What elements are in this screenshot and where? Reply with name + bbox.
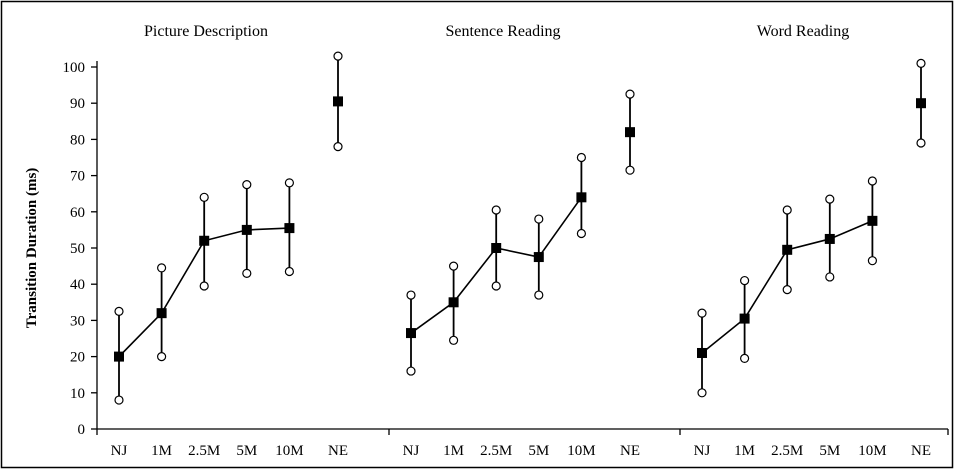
y-tick-label: 80 <box>70 132 85 148</box>
error-cap-lower <box>867 256 878 266</box>
y-tick-label: 30 <box>70 313 85 329</box>
panel-title: Picture Description <box>144 23 268 40</box>
error-cap-lower <box>284 266 294 277</box>
error-cap-upper <box>406 290 416 300</box>
error-cap-lower <box>534 290 544 300</box>
x-tick-label: 1M <box>443 443 464 459</box>
x-tick-label: 10M <box>858 443 886 459</box>
x-tick-label: 2.5M <box>188 443 220 459</box>
error-cap-lower <box>782 285 792 295</box>
error-cap-upper <box>825 194 835 204</box>
panel-title: Word Reading <box>757 23 849 40</box>
error-cap-lower <box>242 268 252 278</box>
mean-marker <box>241 224 252 235</box>
x-tick-label: NE <box>911 443 931 459</box>
x-tick-label: NJ <box>111 443 128 459</box>
error-cap-lower <box>697 388 707 398</box>
error-cap-upper <box>114 306 124 316</box>
error-cap-upper <box>242 180 252 190</box>
x-tick-label: 5M <box>236 443 257 459</box>
x-tick-label: 10M <box>567 443 595 459</box>
error-cap-lower <box>333 142 343 152</box>
mean-marker <box>867 215 878 226</box>
y-tick-label: 40 <box>70 277 85 293</box>
mean-marker <box>199 235 210 246</box>
y-axis-label: Transition Duration (ms) <box>24 168 40 329</box>
error-cap-lower <box>406 366 416 376</box>
error-cap-lower <box>114 395 124 405</box>
y-tick-label: 100 <box>63 60 86 76</box>
y-tick-label: 60 <box>70 205 85 221</box>
mean-marker <box>448 297 459 308</box>
error-cap-upper <box>782 205 792 215</box>
mean-marker <box>824 233 835 244</box>
x-tick-label: 10M <box>275 443 303 459</box>
error-cap-lower <box>199 281 209 291</box>
error-cap-upper <box>916 58 926 68</box>
error-cap-upper <box>491 205 501 215</box>
error-cap-lower <box>449 335 459 345</box>
mean-marker <box>491 243 502 253</box>
mean-marker <box>782 244 793 255</box>
error-cap-upper <box>697 308 707 318</box>
mean-marker <box>114 351 124 362</box>
error-cap-upper <box>333 51 343 61</box>
panel-title: Sentence Reading <box>445 23 560 40</box>
x-tick-label: 1M <box>734 443 755 459</box>
error-cap-upper <box>534 214 544 224</box>
error-cap-upper <box>739 275 750 286</box>
mean-marker <box>406 328 416 339</box>
error-cap-lower <box>625 165 635 175</box>
x-tick-label: NE <box>328 443 348 459</box>
x-tick-label: 1M <box>151 443 172 459</box>
y-tick-label: 20 <box>70 350 85 366</box>
error-cap-lower <box>825 272 835 282</box>
error-cap-lower <box>576 228 587 239</box>
mean-marker <box>625 127 635 138</box>
mean-marker <box>697 347 707 358</box>
error-cap-lower <box>157 352 167 362</box>
mean-marker <box>916 98 926 109</box>
y-tick-label: 0 <box>78 422 86 438</box>
x-tick-label: NJ <box>694 443 711 459</box>
error-cap-upper <box>284 178 294 188</box>
error-cap-lower <box>491 281 501 291</box>
x-tick-label: NJ <box>403 443 420 459</box>
error-cap-lower <box>739 353 750 364</box>
error-cap-upper <box>625 89 635 99</box>
x-tick-label: 2.5M <box>771 443 803 459</box>
error-cap-lower <box>916 138 926 148</box>
x-tick-label: NE <box>620 443 640 459</box>
error-cap-upper <box>157 263 167 273</box>
mean-marker <box>739 313 750 324</box>
error-cap-upper <box>199 192 209 202</box>
mean-marker <box>576 192 587 203</box>
y-tick-label: 50 <box>70 241 85 257</box>
y-tick-label: 90 <box>70 96 85 112</box>
mean-marker <box>156 308 167 319</box>
x-tick-label: 5M <box>528 443 549 459</box>
error-cap-upper <box>867 176 878 186</box>
mean-marker <box>284 223 295 234</box>
y-tick-label: 10 <box>70 386 85 402</box>
x-tick-label: 5M <box>819 443 840 459</box>
error-cap-upper <box>576 152 587 163</box>
mean-marker <box>533 252 544 263</box>
error-cap-upper <box>449 261 459 271</box>
y-tick-label: 70 <box>70 169 85 185</box>
mean-marker <box>333 96 343 107</box>
x-tick-label: 2.5M <box>480 443 512 459</box>
